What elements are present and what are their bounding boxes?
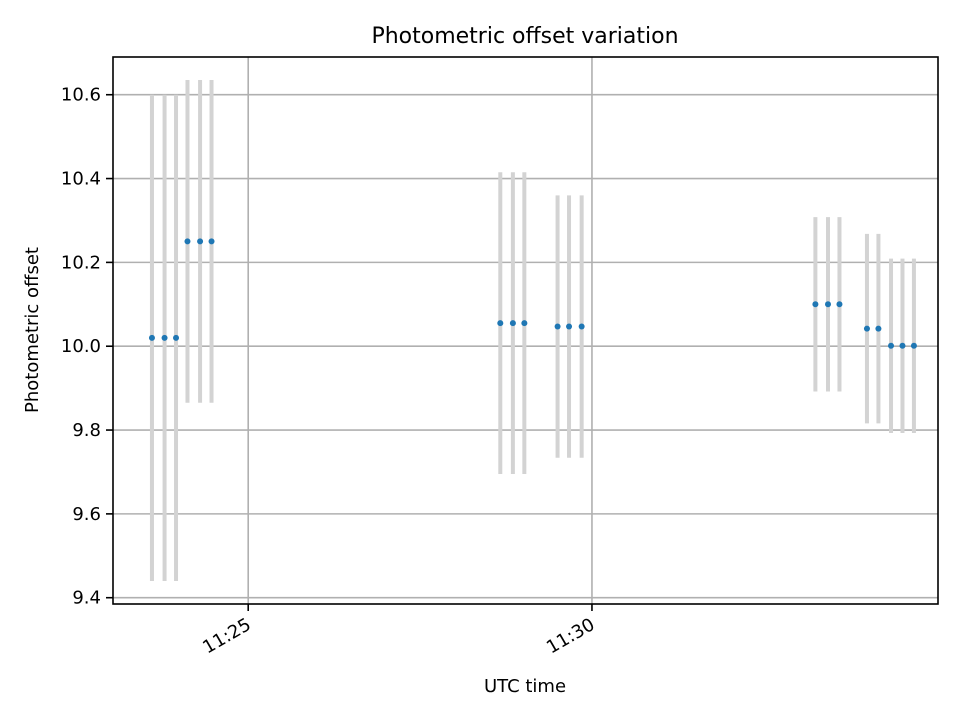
y-tick-label: 10.0 [61,336,101,357]
y-tick-label: 10.2 [61,252,101,273]
data-point [161,334,168,341]
data-point [554,323,561,330]
x-axis-label: UTC time [484,676,566,697]
data-point [148,334,155,341]
y-tick-label: 10.6 [61,85,101,106]
data-point [899,342,906,349]
data-point [825,301,831,308]
data-point [566,323,573,330]
data-point [888,342,895,349]
y-axis-label: Photometric offset [22,247,43,413]
chart-title: Photometric offset variation [371,24,678,49]
data-point [173,334,180,341]
data-point [497,320,504,327]
y-tick-label: 10.4 [61,169,101,190]
y-tick-label: 9.6 [72,504,101,525]
data-point [836,301,843,308]
data-point [863,325,870,332]
data-point [875,325,882,332]
y-tick-label: 9.8 [72,420,101,441]
plot-frame [112,56,939,605]
data-layer [148,80,917,581]
y-tick-label: 9.4 [72,588,101,609]
data-point [910,342,917,349]
data-point [521,320,528,327]
data-point [578,323,585,330]
data-point [509,320,516,327]
data-point [208,238,215,245]
data-point [197,238,204,245]
data-point [184,238,191,245]
data-point [812,301,819,308]
